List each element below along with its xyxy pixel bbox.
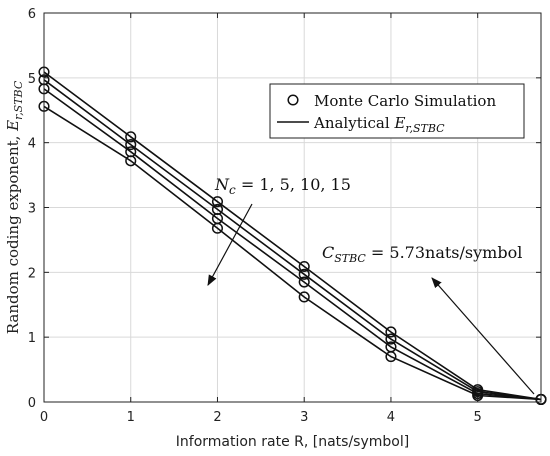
annotation-capacity: CSTBC = 5.73nats/symbol (322, 243, 522, 265)
annotation-capacity-arrow (431, 277, 535, 395)
data-point-marker (125, 139, 137, 151)
x-tick-label: 1 (127, 410, 135, 425)
y-tick-label: 0 (28, 396, 36, 411)
legend-entry-analytical: Analytical Er,STBC (313, 114, 445, 135)
data-point-marker (298, 291, 310, 303)
data-point-marker (211, 196, 224, 208)
series-line-4 (43, 71, 542, 401)
y-ticks: 0 1 2 3 4 5 6 (28, 7, 541, 411)
y-tick-label: 2 (28, 266, 36, 281)
annotation-nc-text: = 1, 5, 10, 15 (236, 175, 351, 194)
data-point-marker (385, 333, 397, 345)
series-line-3 (43, 79, 542, 401)
x-tick-label: 4 (387, 410, 395, 425)
annotation-nc: Nc = 1, 5, 10, 15 (214, 175, 351, 197)
legend-entry-monte-carlo: Monte Carlo Simulation (314, 92, 496, 110)
y-tick-label: 4 (28, 137, 36, 152)
y-tick-label: 5 (28, 72, 36, 87)
y-tick-label: 6 (28, 7, 36, 22)
y-tick-label: 1 (28, 331, 36, 346)
x-tick-label: 5 (474, 410, 482, 425)
y-axis-label: Random coding exponent, Er,STBC (4, 80, 25, 334)
legend-entry-analytical-text: Analytical (313, 114, 394, 132)
legend: Monte Carlo Simulation Analytical Er,STB… (269, 83, 525, 139)
y-tick-label: 3 (28, 202, 36, 217)
data-point-marker (298, 268, 310, 280)
data-point-marker (125, 131, 137, 143)
data-point-marker (298, 276, 310, 288)
x-tick-label: 3 (300, 410, 308, 425)
series-line-2 (43, 88, 542, 401)
annotation-nc-arrow (207, 203, 253, 286)
legend-box (269, 83, 525, 139)
x-tick-label: 2 (213, 410, 221, 425)
data-point-marker (211, 203, 224, 215)
x-ticks: 0 1 2 3 4 5 (40, 13, 482, 425)
data-point-marker (125, 146, 137, 158)
x-tick-label: 0 (40, 410, 48, 425)
y-axis-label-text: Random coding exponent, (4, 131, 22, 334)
annotation-nc-math: N (214, 175, 230, 194)
y-axis-label-math-sub: r,STBC (12, 80, 25, 120)
legend-entry-analytical-math-sub: r,STBC (405, 122, 445, 135)
annotation-nc-math-sub: c (229, 183, 236, 197)
data-point-marker (298, 260, 310, 273)
x-axis-label: Information rate R, [nats/symbol] (176, 434, 409, 450)
series-group (43, 71, 542, 401)
data-point-marker (472, 384, 484, 396)
legend-marker-circle-icon (287, 94, 299, 106)
annotation-capacity-math-sub: STBC (334, 252, 366, 265)
annotation-capacity-text: = 5.73nats/symbol (366, 243, 523, 262)
data-point-marker (385, 326, 397, 338)
legend-entry-analytical-math: E (393, 114, 405, 132)
y-axis-label-math: E (4, 120, 22, 132)
series-line-1 (43, 105, 542, 401)
annotation-capacity-math: C (322, 243, 334, 262)
data-point-marker (385, 341, 397, 353)
grid (43, 12, 541, 403)
